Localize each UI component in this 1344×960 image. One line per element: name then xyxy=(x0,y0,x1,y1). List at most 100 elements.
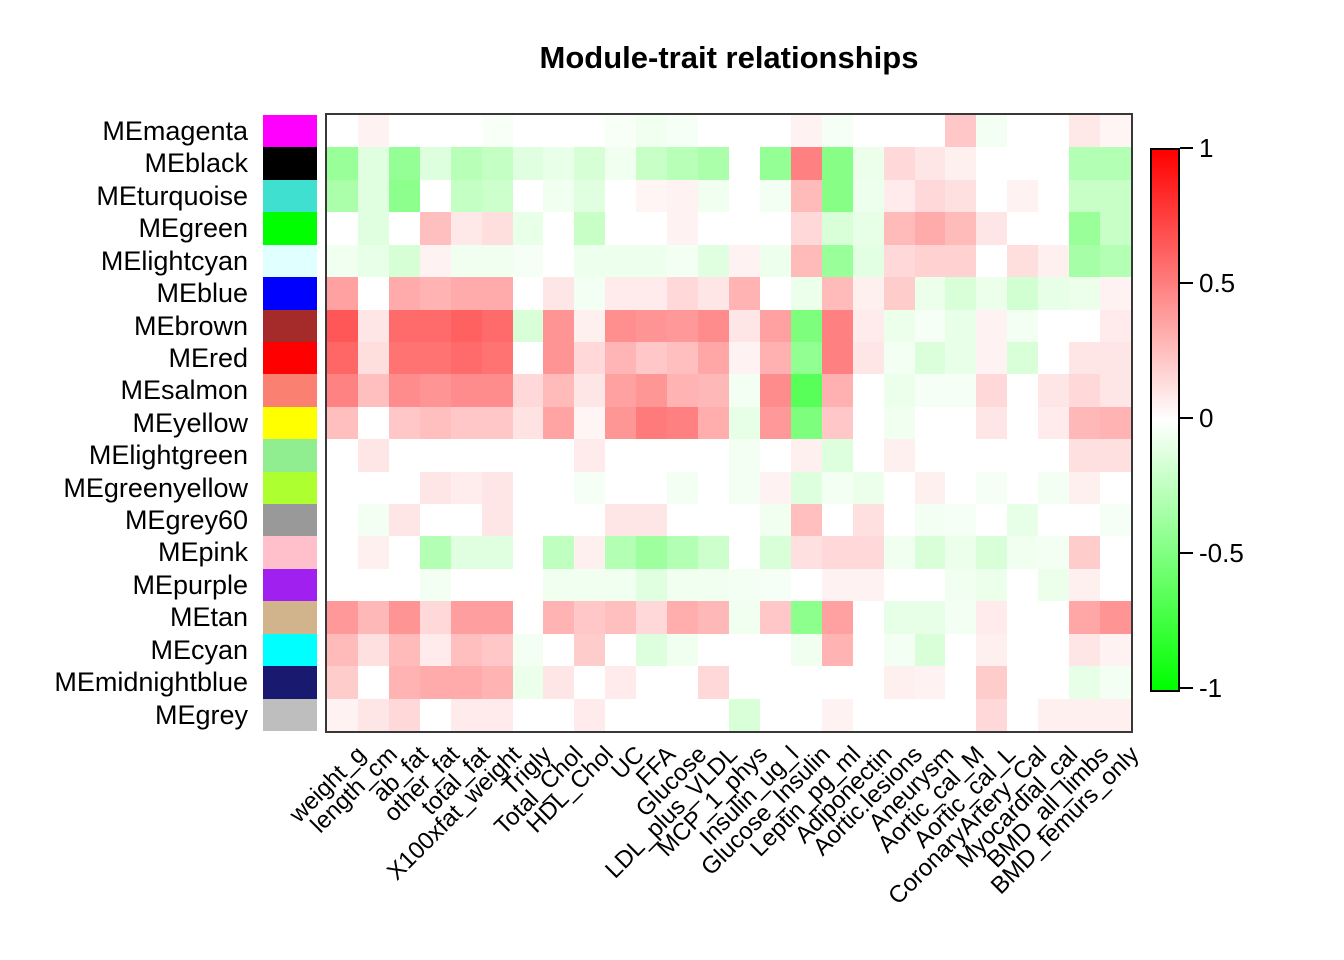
heatmap-cell xyxy=(327,601,358,634)
heatmap-cell xyxy=(821,374,853,407)
heatmap-cell xyxy=(574,536,606,569)
heatmap-cell xyxy=(667,115,699,148)
heatmap-cell xyxy=(1069,341,1101,375)
heatmap-cell xyxy=(1100,568,1131,602)
module-color-swatch xyxy=(263,504,317,537)
heatmap-cell xyxy=(388,471,420,505)
heatmap-cell xyxy=(790,568,822,602)
heatmap-cell xyxy=(976,633,1008,667)
heatmap-cell xyxy=(574,601,606,634)
heatmap-cell xyxy=(419,406,451,440)
heatmap-cell xyxy=(636,504,668,537)
heatmap-cell xyxy=(759,277,791,310)
module-label: MEgreen xyxy=(138,213,248,244)
heatmap-cell xyxy=(1038,633,1070,667)
module-color-swatch xyxy=(263,115,317,148)
heatmap-cell xyxy=(1100,244,1131,278)
heatmap-cell xyxy=(914,341,946,375)
heatmap-cell xyxy=(1007,309,1039,342)
heatmap-cell xyxy=(327,568,358,602)
heatmap-cell xyxy=(1007,244,1039,278)
heatmap-cell xyxy=(450,277,482,310)
colorbar-tick-label: 0 xyxy=(1199,403,1214,433)
heatmap-cell xyxy=(667,471,699,505)
heatmap-cell xyxy=(821,601,853,634)
module-color-swatch xyxy=(263,439,317,472)
heatmap-cell xyxy=(450,439,482,472)
heatmap-cell xyxy=(327,179,358,213)
heatmap-cell xyxy=(883,115,915,148)
heatmap-cell xyxy=(852,244,884,278)
heatmap-cell xyxy=(388,568,420,602)
heatmap-cell xyxy=(512,374,544,407)
heatmap-cell xyxy=(883,244,915,278)
heatmap-cell xyxy=(543,633,575,667)
heatmap-cell xyxy=(636,277,668,310)
heatmap-cell xyxy=(419,698,451,731)
heatmap-cell xyxy=(728,406,760,440)
heatmap-cell xyxy=(698,309,729,342)
heatmap-cell xyxy=(419,504,451,537)
heatmap-cell xyxy=(636,666,668,699)
heatmap-cell xyxy=(1100,536,1131,569)
column-label: LDL_plus_VLDL xyxy=(599,741,743,884)
module-label: MEblue xyxy=(156,278,248,309)
heatmap-cell xyxy=(636,568,668,602)
module-label: MEturquoise xyxy=(96,180,248,211)
colorbar-tick-label: 0.5 xyxy=(1199,268,1236,298)
module-label: MEtan xyxy=(169,602,248,633)
heatmap-cell xyxy=(512,471,544,505)
heatmap-cell xyxy=(883,666,915,699)
colorbar-tick-label: -1 xyxy=(1199,673,1223,703)
heatmap-cell xyxy=(759,374,791,407)
heatmap-cell xyxy=(357,633,389,667)
heatmap-cell xyxy=(976,179,1008,213)
heatmap-cell xyxy=(1069,179,1101,213)
heatmap-cell xyxy=(790,601,822,634)
heatmap-cell xyxy=(1069,536,1101,569)
heatmap-cell xyxy=(821,439,853,472)
module-color-swatch xyxy=(263,147,317,180)
column-label: BMD_femurs_only xyxy=(985,741,1145,900)
row-labels: MEmagenta MEblack MEturquoise MEgreen MEligh… xyxy=(0,0,248,960)
heatmap-cell xyxy=(914,666,946,699)
heatmap-cell xyxy=(821,698,853,731)
heatmap-cell xyxy=(667,406,699,440)
heatmap-cell xyxy=(667,439,699,472)
module-label: MEmagenta xyxy=(102,116,248,146)
column-label: FFA xyxy=(630,741,681,792)
heatmap-cell xyxy=(450,601,482,634)
heatmap-cell xyxy=(914,179,946,213)
column-label: MCP_1_phys xyxy=(652,741,774,862)
heatmap-cell xyxy=(450,666,482,699)
heatmap-cell xyxy=(698,374,729,407)
heatmap-cell xyxy=(759,115,791,148)
heatmap-cell xyxy=(914,147,946,180)
heatmap-cell xyxy=(450,309,482,342)
heatmap-cell xyxy=(759,179,791,213)
heatmap-cell xyxy=(543,212,575,245)
heatmap-cell xyxy=(512,568,544,602)
heatmap-cell xyxy=(945,115,977,148)
heatmap-cell xyxy=(852,698,884,731)
heatmap-cell xyxy=(821,504,853,537)
heatmap-cell xyxy=(1100,341,1131,375)
heatmap-cell xyxy=(1100,309,1131,342)
heatmap-cell xyxy=(543,666,575,699)
heatmap-cell xyxy=(512,633,544,667)
column-label: length_cm xyxy=(305,741,403,839)
heatmap-cell xyxy=(636,309,668,342)
heatmap-cell xyxy=(1038,666,1070,699)
colorbar-tick-label: 1 xyxy=(1199,133,1214,163)
heatmap-cell xyxy=(945,439,977,472)
module-color-swatch xyxy=(263,568,317,602)
heatmap-cell xyxy=(976,504,1008,537)
column-label: CoronaryArtery_Cal xyxy=(882,741,1052,911)
heatmap-cell xyxy=(605,277,637,310)
heatmap-cell xyxy=(481,471,513,505)
heatmap-cell xyxy=(388,147,420,180)
heatmap-cell xyxy=(327,406,358,440)
heatmap-cell xyxy=(914,568,946,602)
heatmap-cell xyxy=(388,536,420,569)
heatmap-cell xyxy=(636,147,668,180)
